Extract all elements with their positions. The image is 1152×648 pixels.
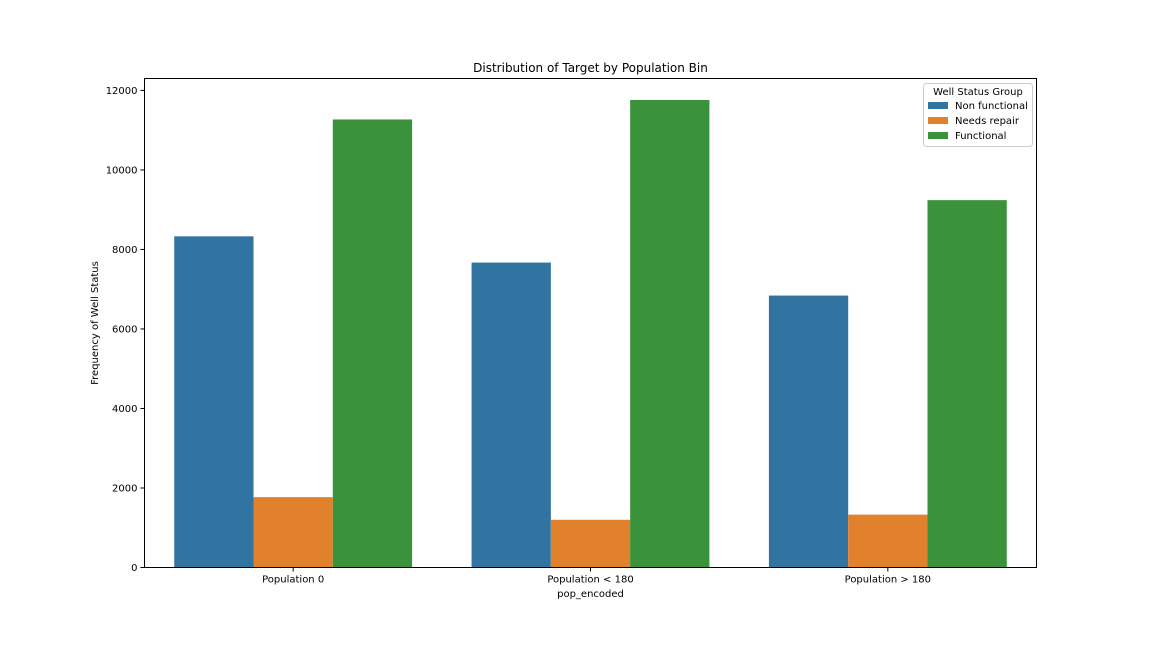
- bar: [848, 514, 928, 568]
- y-tick-label: 6000: [112, 324, 137, 335]
- x-tick-label: Population 0: [262, 575, 324, 586]
- legend-swatch: [928, 117, 948, 124]
- bar: [253, 497, 333, 568]
- legend-frame: [923, 83, 1033, 147]
- legend-entry-label: Non functional: [955, 101, 1028, 112]
- legend-swatch: [928, 132, 948, 139]
- plot-frame: [144, 78, 1037, 568]
- x-tick-label: Population < 180: [547, 575, 633, 586]
- y-axis-label: Frequency of Well Status: [90, 261, 101, 385]
- legend-entry-label: Needs repair: [955, 116, 1020, 127]
- bars-layer: [174, 99, 1007, 568]
- bar: [471, 262, 551, 568]
- legend-entry-label: Functional: [955, 131, 1006, 142]
- x-tick-label: Population > 180: [845, 575, 931, 586]
- y-tick-label: 12000: [106, 86, 138, 97]
- x-axis-label: pop_encoded: [557, 589, 624, 600]
- y-tick-label: 2000: [112, 483, 137, 494]
- bar: [332, 119, 413, 568]
- y-tick-label: 8000: [112, 245, 137, 256]
- bar: [768, 295, 849, 568]
- y-tick-label: 10000: [106, 165, 138, 176]
- legend: Well Status Group Non functional Needs re…: [923, 83, 1033, 147]
- y-tick-label: 0: [131, 563, 137, 574]
- legend-title: Well Status Group: [933, 87, 1023, 98]
- legend-swatch: [928, 102, 948, 109]
- bar: [550, 519, 631, 568]
- bar: [174, 236, 254, 568]
- chart-title: Distribution of Target by Population Bin: [473, 61, 708, 75]
- x-axis: Population 0 Population < 180 Population >…: [262, 567, 931, 586]
- y-tick-label: 4000: [112, 404, 137, 415]
- bar: [630, 99, 710, 568]
- bar: [927, 200, 1007, 568]
- y-axis: 0 2000 4000 6000 8000 10000 12000: [106, 86, 145, 574]
